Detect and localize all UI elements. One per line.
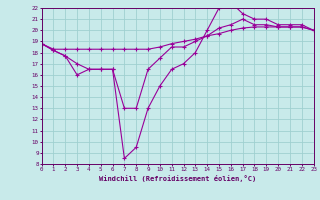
X-axis label: Windchill (Refroidissement éolien,°C): Windchill (Refroidissement éolien,°C) — [99, 175, 256, 182]
